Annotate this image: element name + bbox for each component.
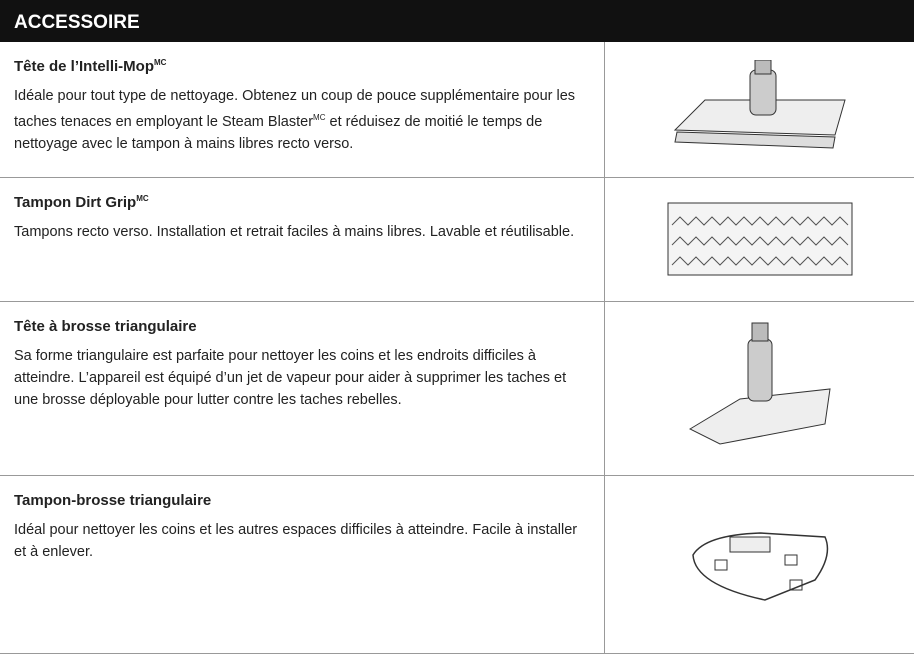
item-title: Tampon Dirt GripMC <box>14 194 590 211</box>
cell-text: Tampon-brosse triangulaire Idéal pour net… <box>0 476 605 653</box>
item-title: Tampon-brosse triangulaire <box>14 492 590 509</box>
item-description: Idéale pour tout type de nettoyage. Obte… <box>14 85 590 155</box>
text: Tampons recto verso. Installation et ret… <box>14 224 575 240</box>
mop-head-image <box>673 59 846 149</box>
superscript: MC <box>313 113 326 122</box>
table: Tête de l’Intelli-MopMC Idéale pour tout … <box>0 42 914 654</box>
text: Tampon Dirt Grip <box>14 194 137 211</box>
pad-image <box>667 202 852 275</box>
cell-image <box>605 42 914 177</box>
table-row: Tête de l’Intelli-MopMC Idéale pour tout … <box>0 42 914 178</box>
text: Idéale pour tout type de nettoyage. Obte… <box>14 88 576 130</box>
cell-image <box>605 302 914 475</box>
cell-text: Tête à brosse triangulaire Sa forme trian… <box>0 302 605 475</box>
table-row: Tampon-brosse triangulaire Idéal pour net… <box>0 476 914 654</box>
item-description: Tampons recto verso. Installation et ret… <box>14 221 590 243</box>
cell-text: Tampon Dirt GripMC Tampons recto verso. I… <box>0 178 605 301</box>
cell-text: Tête de l’Intelli-MopMC Idéale pour tout … <box>0 42 605 177</box>
superscript: MC <box>154 58 167 67</box>
item-description: Sa forme triangulaire est parfaite pour … <box>14 345 590 411</box>
text: Idéal pour nettoyer les coins et les aut… <box>14 522 578 560</box>
item-title: Tête à brosse triangulaire <box>14 318 590 335</box>
header-title: ACCESSOIRE <box>0 0 914 42</box>
text: Tête à brosse triangulaire <box>14 318 197 335</box>
cell-image <box>605 476 914 653</box>
superscript: MC <box>136 194 149 203</box>
table-row: Tampon Dirt GripMC Tampons recto verso. I… <box>0 178 914 302</box>
text: Tampon-brosse triangulaire <box>14 492 212 509</box>
triangle-brush-image <box>688 322 831 445</box>
item-description: Idéal pour nettoyer les coins et les aut… <box>14 519 590 563</box>
text: Sa forme triangulaire est parfaite pour … <box>14 348 567 408</box>
triangle-pad-image <box>691 531 828 601</box>
cell-image <box>605 178 914 301</box>
text: et réduisez de moitié le temps de nettoy… <box>14 113 543 152</box>
item-title: Tête de l’Intelli-MopMC <box>14 58 590 75</box>
table-row: Tête à brosse triangulaire Sa forme trian… <box>0 302 914 476</box>
text: Tête de l’Intelli-Mop <box>14 58 155 75</box>
